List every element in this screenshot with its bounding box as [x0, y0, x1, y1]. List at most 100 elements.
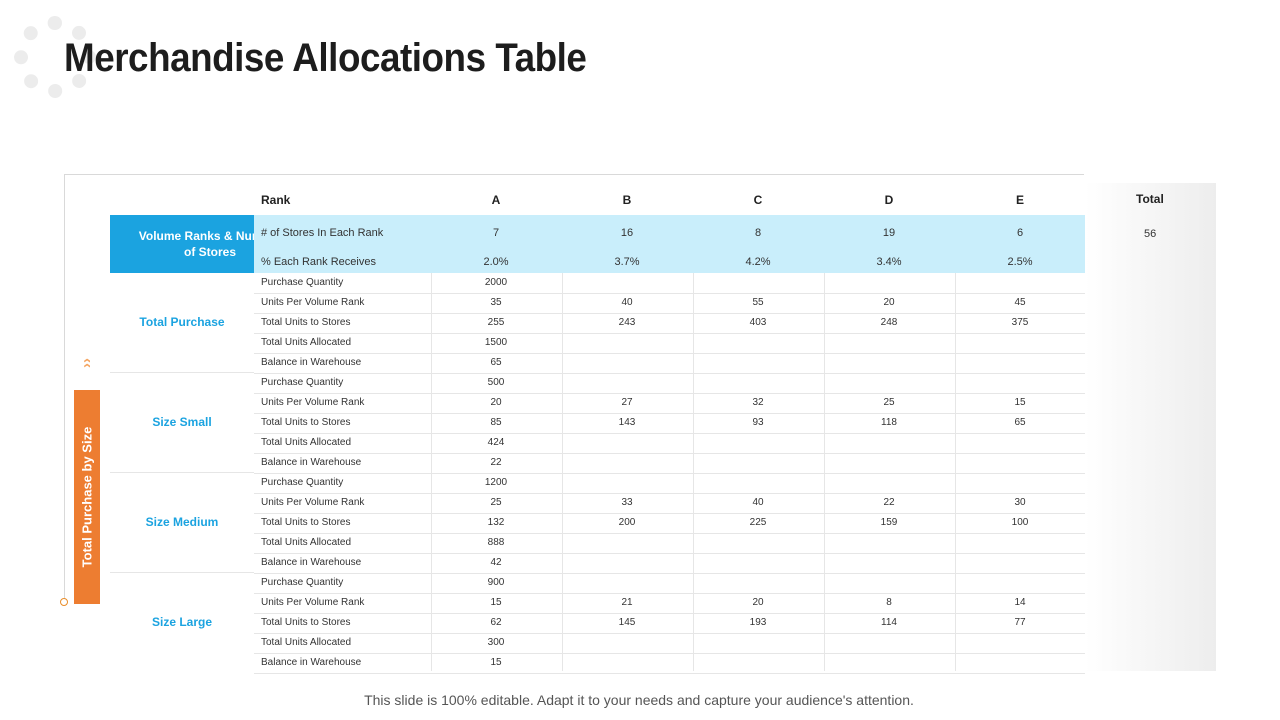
- table-cell: 100: [1011, 517, 1029, 528]
- column-divider: [562, 273, 563, 671]
- page-title: Merchandise Allocations Table: [64, 36, 587, 80]
- rank-header: Rank: [261, 193, 291, 207]
- table-cell: 15: [490, 657, 502, 668]
- table-row: Units Per Volume Rank 15 21 20 8 14: [254, 593, 1085, 614]
- table-cell: 114: [881, 617, 897, 628]
- table-cell: 145: [618, 617, 636, 628]
- frame-left-line: [64, 174, 65, 602]
- table-cell: 15: [490, 597, 502, 608]
- table-row: Total Units Allocated 300: [254, 633, 1085, 654]
- section-divider: [110, 372, 254, 373]
- column-header-4: E: [1015, 193, 1024, 207]
- row-label: Total Units Allocated: [261, 537, 352, 548]
- table-cell: 62: [490, 617, 502, 628]
- total-stores-value: 56: [1144, 228, 1157, 240]
- table-cell: 55: [752, 297, 764, 308]
- table-cell: 20: [883, 297, 895, 308]
- row-label: Purchase Quantity: [261, 377, 344, 388]
- table-cell: 1200: [484, 477, 508, 488]
- table-row: Total Units to Stores 85 143 93 118 65: [254, 413, 1085, 434]
- table-cell: 25: [490, 497, 502, 508]
- frame-dot-icon: [60, 598, 68, 606]
- footer-note: This slide is 100% editable. Adapt it to…: [364, 692, 914, 708]
- column-header-3: D: [884, 193, 894, 207]
- volume-cell: 19: [882, 227, 896, 239]
- volume-cell: 7: [492, 227, 500, 239]
- table-row: Total Units to Stores 132 200 225 159 100: [254, 513, 1085, 534]
- table-cell: 900: [487, 577, 505, 588]
- table-cell: 14: [1014, 597, 1026, 608]
- volume-cell: 2.5%: [1007, 256, 1033, 268]
- side-bar: [74, 390, 100, 604]
- volume-cell: 6: [1016, 227, 1024, 239]
- table-cell: 22: [490, 457, 502, 468]
- table-cell: 403: [749, 317, 767, 328]
- row-label: Total Units to Stores: [261, 517, 351, 528]
- table-cell: 20: [752, 597, 764, 608]
- volume-cell: 8: [754, 227, 762, 239]
- column-divider: [955, 273, 956, 671]
- table-cell: 159: [880, 517, 898, 528]
- table-row: Total Units to Stores 62 145 193 114 77: [254, 613, 1085, 634]
- row-label: Total Units Allocated: [261, 337, 352, 348]
- row-label: Purchase Quantity: [261, 277, 344, 288]
- volume-cell: 3.7%: [614, 256, 640, 268]
- row-label: Purchase Quantity: [261, 577, 344, 588]
- volume-cell: 3.4%: [876, 256, 902, 268]
- table-cell: 255: [487, 317, 505, 328]
- table-row: Purchase Quantity 500: [254, 373, 1085, 394]
- table-row: Purchase Quantity 2000: [254, 273, 1085, 294]
- table-cell: 200: [618, 517, 636, 528]
- table-cell: 27: [621, 397, 633, 408]
- table-cell: 118: [881, 417, 897, 428]
- table-cell: 20: [490, 397, 502, 408]
- column-header-0: A: [491, 193, 501, 207]
- section-label: Size Small: [152, 415, 212, 429]
- table-cell: 143: [618, 417, 636, 428]
- table-row: Balance in Warehouse 65: [254, 353, 1085, 374]
- row-label: Balance in Warehouse: [261, 357, 362, 368]
- table-cell: 77: [1014, 617, 1026, 628]
- row-label: Total Units to Stores: [261, 417, 351, 428]
- table-row: Total Units to Stores 255 243 403 248 375: [254, 313, 1085, 334]
- table-cell: 40: [752, 497, 764, 508]
- table-cell: 40: [621, 297, 633, 308]
- table-row: Units Per Volume Rank 20 27 32 25 15: [254, 393, 1085, 414]
- total-header: Total: [1136, 192, 1164, 206]
- column-divider: [431, 273, 432, 671]
- row-label: Balance in Warehouse: [261, 557, 362, 568]
- row-label: Balance in Warehouse: [261, 657, 362, 668]
- table-cell: 33: [621, 497, 633, 508]
- table-cell: 93: [752, 417, 764, 428]
- section-label: Size Medium: [145, 515, 219, 529]
- row-label: Units Per Volume Rank: [261, 397, 365, 408]
- table-cell: 225: [749, 517, 767, 528]
- row-label: Total Units to Stores: [261, 617, 351, 628]
- row-label: Total Units Allocated: [261, 637, 352, 648]
- row-label: Balance in Warehouse: [261, 457, 362, 468]
- section-label: Total Purchase: [139, 315, 225, 329]
- table-cell: 25: [883, 397, 895, 408]
- column-divider: [824, 273, 825, 671]
- row-label: Purchase Quantity: [261, 477, 344, 488]
- table-cell: 22: [883, 497, 895, 508]
- table-cell: 45: [1014, 297, 1026, 308]
- table-cell: 65: [1014, 417, 1026, 428]
- table-cell: 248: [880, 317, 898, 328]
- table-row: Total Units Allocated 1500: [254, 333, 1085, 354]
- table-row: Total Units Allocated 888: [254, 533, 1085, 554]
- table-cell: 42: [490, 557, 502, 568]
- row-label: Units Per Volume Rank: [261, 497, 365, 508]
- table-cell: 21: [621, 597, 633, 608]
- table-cell: 375: [1011, 317, 1029, 328]
- section-label: Size Large: [151, 615, 213, 629]
- table-cell: 8: [886, 597, 892, 608]
- double-chevron-up-icon: ››: [78, 358, 95, 368]
- section-divider: [110, 572, 254, 573]
- side-label: Total Purchase by Size: [79, 426, 95, 568]
- table-row: Balance in Warehouse 22: [254, 453, 1085, 474]
- table-cell: 2000: [484, 277, 508, 288]
- table-cell: 32: [752, 397, 764, 408]
- column-divider: [693, 273, 694, 671]
- table-row: Balance in Warehouse 42: [254, 553, 1085, 574]
